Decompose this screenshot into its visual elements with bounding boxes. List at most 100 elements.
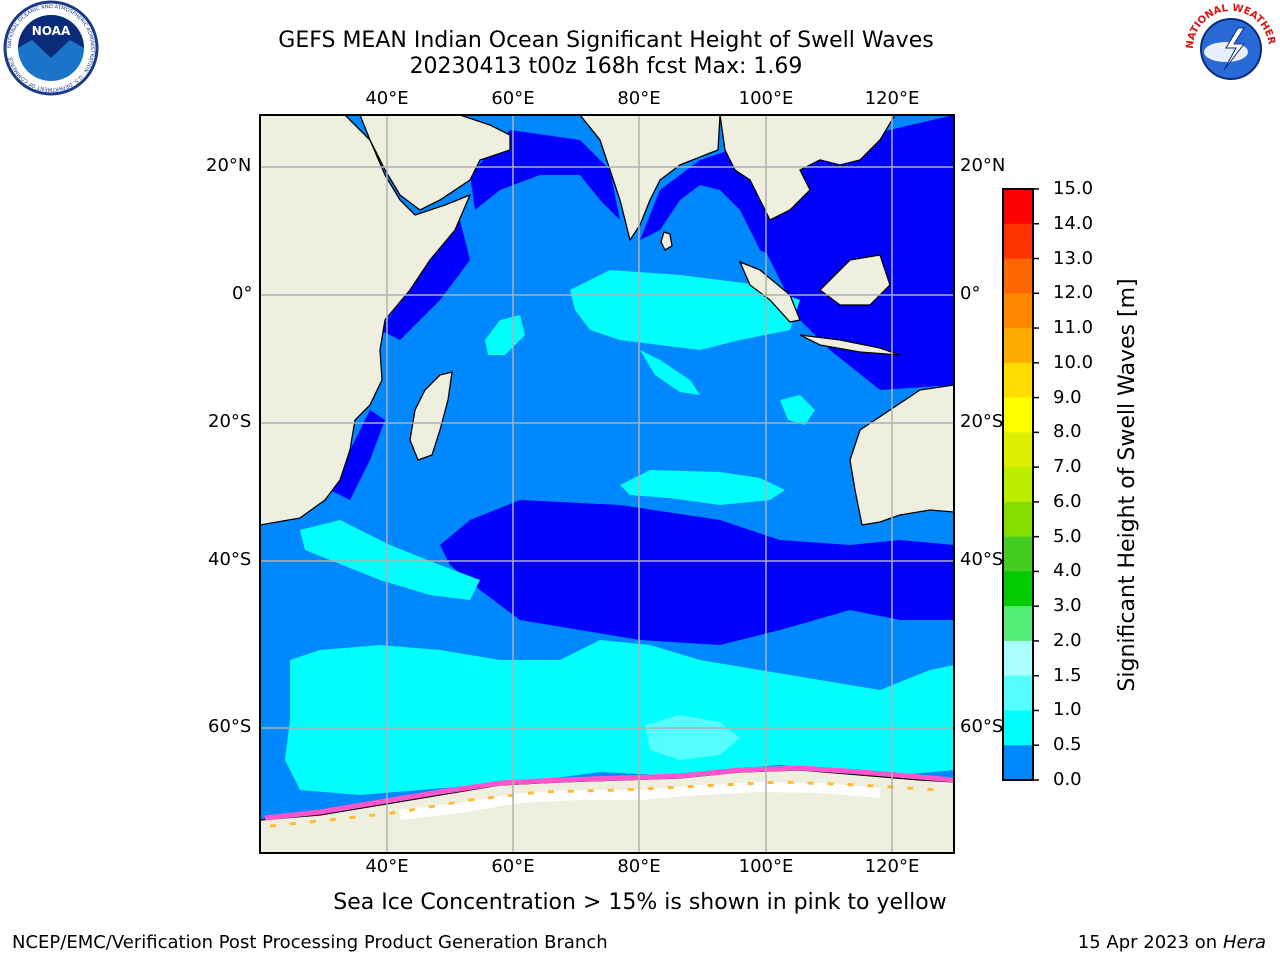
swell-zone-low-bay-of-bengal: [640, 150, 780, 260]
swell-zone-mid-subtropical: [620, 470, 785, 505]
lon-label-top: 100°E: [738, 88, 794, 109]
lat-label-left: 20°S: [208, 411, 252, 432]
swell-zone-mid-equatorial-tongue: [640, 350, 700, 395]
colorbar-tick-label: 8.0: [1053, 421, 1082, 443]
swell-zone-mid-southern-band: [285, 640, 954, 795]
colorbar-segment: [1003, 640, 1033, 677]
swell-zone-low-indonesia: [760, 115, 954, 390]
map-subtitle: 20230413 t00z 168h fcst Max: 1.69: [409, 54, 803, 79]
lon-label-bottom: 120°E: [864, 856, 920, 877]
colorbar-tick-label: 5.0: [1053, 525, 1082, 547]
colorbar-tick-label: 0.5: [1053, 734, 1082, 756]
colorbar-segment: [1003, 432, 1033, 468]
lat-label-right: 60°S: [960, 716, 1004, 737]
colorbar-segment: [1003, 536, 1033, 572]
colorbar-tick-label: 1.5: [1053, 664, 1082, 686]
lat-label-left: 0°: [232, 283, 253, 304]
lon-label-bottom: 40°E: [365, 856, 409, 877]
map-title: GEFS MEAN Indian Ocean Significant Heigh…: [278, 28, 934, 53]
swell-zone-mid-east: [780, 395, 815, 425]
colorbar-tick-label: 4.0: [1053, 560, 1082, 582]
lat-label-right: 20°N: [960, 155, 1006, 176]
noaa-logo: NOAA NATIONAL OCEANIC AND ATMOSPHERIC AD…: [3, 0, 99, 96]
noaa-logo-bird: [18, 15, 84, 58]
swell-zone-mid-equatorial: [570, 270, 800, 350]
footer-date: 15 Apr 2023 on Hera: [1078, 932, 1266, 953]
colorbar-segment: [1003, 675, 1033, 711]
colorbar-tick-label: 3.0: [1053, 595, 1082, 617]
land-australia: [849, 384, 954, 526]
colorbar-frame: [1002, 188, 1034, 781]
nws-logo-ring-text: NATIONAL WEATHER SERVICE: [0, 0, 1277, 49]
colorbar-segment: [1003, 710, 1033, 746]
colorbar: [1003, 188, 1039, 781]
lon-label-bottom: 60°E: [491, 856, 535, 877]
footer-host: Hera: [1222, 932, 1266, 953]
colorbar-tick-label: 13.0: [1053, 247, 1094, 269]
lat-label-right: 20°S: [960, 411, 1004, 432]
colorbar-tick-label: 1.0: [1053, 699, 1082, 721]
land-madagascar: [409, 371, 453, 461]
sea-ice-inner: [399, 781, 881, 820]
colorbar-tick-label: 9.0: [1053, 386, 1082, 408]
lat-label-right: 40°S: [960, 549, 1004, 570]
footer-date-text: 15 Apr 2023 on: [1077, 932, 1223, 953]
nws-logo-ring-textpath: NATIONAL WEATHER SERVICE: [0, 0, 1277, 49]
noaa-logo-text: NOAA: [32, 24, 71, 38]
colorbar-tick-label: 0.0: [1053, 769, 1082, 790]
lon-label-bottom: 100°E: [738, 856, 794, 877]
colorbar-segment: [1003, 328, 1033, 364]
lat-label-left: 60°S: [208, 716, 252, 737]
colorbar-tick-label: 2.0: [1053, 629, 1082, 651]
colorbar-segment: [1003, 745, 1033, 781]
colorbar-segment: [1003, 362, 1033, 399]
swell-zone-mid-equatorial-west: [485, 315, 525, 355]
land-arabia: [359, 115, 511, 211]
lat-label-left: 40°S: [208, 549, 252, 570]
land-sri-lanka: [660, 231, 673, 251]
colorbar-tick-label: 15.0: [1053, 178, 1094, 199]
colorbar-segment: [1003, 397, 1033, 433]
footer-credit: NCEP/EMC/Verification Post Processing Pr…: [12, 932, 608, 953]
colorbar-tick-label: 7.0: [1053, 456, 1082, 478]
colorbar-segment: [1003, 571, 1033, 607]
lon-label-top: 120°E: [864, 88, 920, 109]
lat-label-left: 20°N: [206, 155, 252, 176]
colorbar-segment: [1003, 467, 1033, 503]
land-india: [510, 115, 721, 242]
colorbar-tick-label: 6.0: [1053, 490, 1082, 512]
colorbar-segment: [1003, 606, 1033, 642]
colorbar-tick-label: 11.0: [1053, 317, 1094, 339]
lon-label-top: 80°E: [617, 88, 661, 109]
lat-label-right: 0°: [960, 283, 981, 304]
colorbar-tick-label: 10.0: [1053, 351, 1094, 373]
swell-zone-mid-southwest: [300, 520, 480, 600]
graticule: [260, 115, 954, 853]
colorbar-tick-label: 12.0: [1053, 282, 1094, 304]
nws-logo: NATIONAL WEATHER SERVICE: [0, 0, 1277, 92]
land-sumatra: [738, 260, 801, 323]
map-frame: [259, 114, 955, 854]
swell-zone-low-west-coast: [380, 220, 470, 340]
sea-ice-caption: Sea Ice Concentration > 15% is shown in …: [333, 890, 947, 915]
land-java: [799, 334, 901, 356]
lon-label-top: 60°E: [491, 88, 535, 109]
colorbar-segment: [1003, 223, 1033, 260]
colorbar-title: Significant Height of Swell Waves [m]: [1115, 278, 1140, 692]
colorbar-segment: [1003, 293, 1033, 329]
map-field: [260, 115, 954, 853]
lon-label-top: 40°E: [365, 88, 409, 109]
land-borneo: [819, 254, 891, 306]
colorbar-segment: [1003, 258, 1033, 294]
swell-zone-high-patch: [645, 715, 740, 760]
colorbar-tick-label: 14.0: [1053, 212, 1094, 234]
colorbar-segment: [1003, 501, 1033, 538]
nws-logo-bolt: [1223, 27, 1246, 71]
land-southeast-asia: [719, 115, 896, 221]
swell-zone-low-madagascar-channel: [330, 410, 385, 500]
sea-ice-rim: [264, 765, 954, 821]
swell-zone-low-arabian-sea: [470, 130, 620, 220]
lon-label-bottom: 80°E: [617, 856, 661, 877]
swell-zone-low-southern-central: [440, 500, 954, 645]
